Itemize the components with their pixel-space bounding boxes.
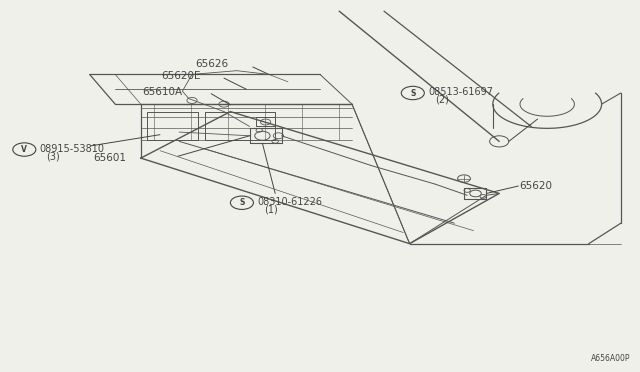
Text: S: S	[239, 198, 244, 207]
Text: (3): (3)	[46, 151, 60, 161]
Text: 65620E: 65620E	[161, 71, 201, 81]
Text: (2): (2)	[435, 95, 449, 105]
Text: 65626: 65626	[195, 59, 228, 69]
Text: 65601: 65601	[93, 153, 126, 163]
Text: V: V	[21, 145, 28, 154]
Text: 08310-61226: 08310-61226	[257, 197, 323, 207]
Text: A656A00P: A656A00P	[591, 354, 630, 363]
Text: 08513-61697: 08513-61697	[429, 87, 494, 97]
Text: 08915-53810: 08915-53810	[40, 144, 105, 154]
Text: 65620: 65620	[520, 181, 553, 191]
Text: (1): (1)	[264, 205, 277, 214]
Text: S: S	[410, 89, 415, 97]
Text: 65610A: 65610A	[142, 87, 182, 97]
